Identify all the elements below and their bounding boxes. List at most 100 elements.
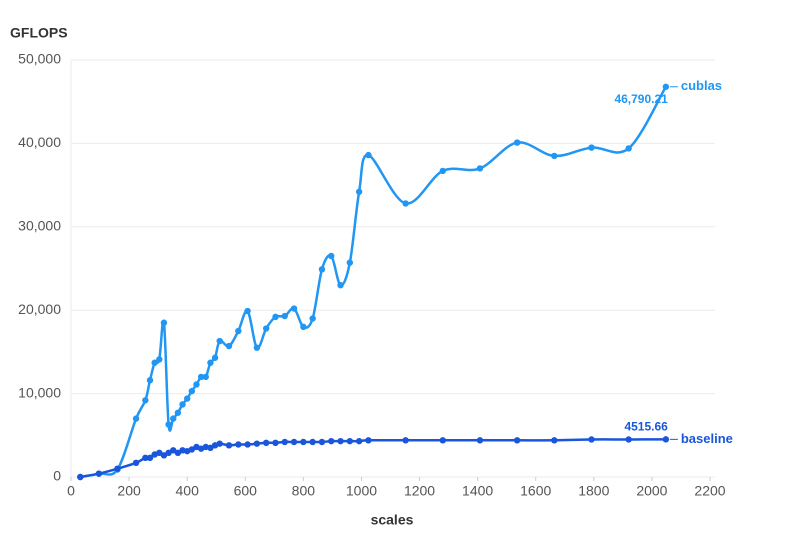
data-point: [197, 373, 205, 381]
data-point: [174, 409, 182, 416]
x-tick-label: 0: [67, 483, 75, 499]
data-point: [365, 151, 372, 159]
data-point: [225, 342, 233, 350]
data-point: [170, 415, 177, 422]
data-point: [402, 200, 409, 207]
data-point: [244, 441, 251, 448]
data-point: [95, 470, 103, 477]
data-point: [365, 437, 372, 444]
data-point: [262, 439, 270, 447]
data-point: [262, 325, 270, 332]
data-point: [165, 421, 172, 428]
data-point: [244, 307, 251, 315]
legend-label: cublas: [681, 78, 722, 93]
data-point: [476, 437, 484, 444]
data-point: [588, 144, 595, 151]
data-point: [346, 259, 354, 266]
x-tick-label: 400: [176, 483, 200, 499]
data-point: [309, 315, 316, 322]
x-tick-label: 1600: [520, 483, 551, 499]
data-point: [318, 266, 326, 273]
data-point: [114, 465, 121, 472]
data-point: [290, 305, 298, 312]
data-point: [588, 436, 595, 443]
data-point: [355, 188, 363, 195]
data-point: [132, 415, 140, 422]
data-point: [300, 323, 307, 331]
data-point: [151, 359, 158, 366]
data-point: [179, 401, 186, 408]
data-point: [235, 441, 242, 448]
y-tick-label: 20,000: [18, 301, 61, 317]
data-point: [156, 356, 163, 363]
data-point: [142, 397, 149, 404]
data-point: [142, 454, 149, 462]
data-point: [290, 438, 298, 446]
x-tick-label: 1800: [578, 483, 609, 499]
data-point: [551, 437, 558, 444]
data-point: [328, 252, 335, 260]
y-tick-label: 0: [53, 468, 61, 484]
data-point: [662, 436, 670, 443]
data-point: [211, 354, 219, 361]
data-point: [193, 381, 200, 388]
data-point: [513, 437, 521, 444]
data-point: [551, 152, 558, 160]
data-point: [625, 145, 632, 152]
x-tick-label: 2200: [694, 483, 725, 499]
series-line: [80, 86, 667, 479]
data-point: [625, 436, 632, 443]
y-tick-label: 30,000: [18, 218, 61, 234]
data-point: [188, 387, 196, 395]
x-tick-label: 1200: [404, 483, 435, 499]
data-point: [337, 437, 344, 445]
x-tick-label: 1400: [462, 483, 493, 499]
x-axis-label: scales: [371, 512, 414, 528]
y-tick-label: 10,000: [18, 384, 61, 400]
data-point: [439, 437, 446, 444]
data-point: [476, 165, 484, 172]
data-point: [253, 344, 261, 351]
data-point: [337, 281, 344, 289]
series-line: [80, 438, 666, 479]
data-point: [309, 438, 316, 446]
data-point: [225, 442, 233, 449]
data-point: [662, 83, 670, 90]
data-point: [439, 167, 446, 175]
x-tick-label: 600: [234, 483, 258, 499]
y-tick-label: 40,000: [18, 134, 61, 150]
x-tick-label: 800: [292, 483, 316, 499]
data-point: [146, 454, 154, 462]
data-point: [328, 437, 335, 445]
data-label: 46,790.21: [614, 92, 668, 106]
data-point: [253, 440, 261, 447]
data-point: [146, 377, 154, 384]
data-point: [207, 359, 214, 366]
data-point: [281, 312, 288, 320]
y-tick-label: 50,000: [18, 51, 61, 67]
data-point: [132, 459, 140, 467]
data-point: [281, 438, 288, 446]
data-point: [160, 319, 168, 326]
data-point: [216, 440, 223, 447]
x-tick-label: 2000: [636, 483, 667, 499]
data-point: [235, 327, 242, 335]
data-point: [300, 438, 307, 446]
data-point: [513, 139, 521, 146]
data-point: [183, 395, 191, 402]
legend-label: baseline: [681, 431, 733, 446]
data-point: [346, 437, 354, 445]
data-point: [272, 313, 279, 321]
data-point: [318, 438, 326, 446]
x-tick-label: 200: [117, 483, 141, 499]
data-point: [355, 437, 363, 445]
x-tick-label: 1000: [346, 483, 377, 499]
data-point: [272, 439, 279, 447]
data-point: [216, 337, 223, 345]
data-point: [202, 373, 209, 381]
data-point: [77, 473, 84, 481]
data-label: 4515.66: [624, 420, 668, 434]
y-axis-label: GFLOPS: [10, 25, 68, 41]
data-point: [402, 437, 409, 444]
